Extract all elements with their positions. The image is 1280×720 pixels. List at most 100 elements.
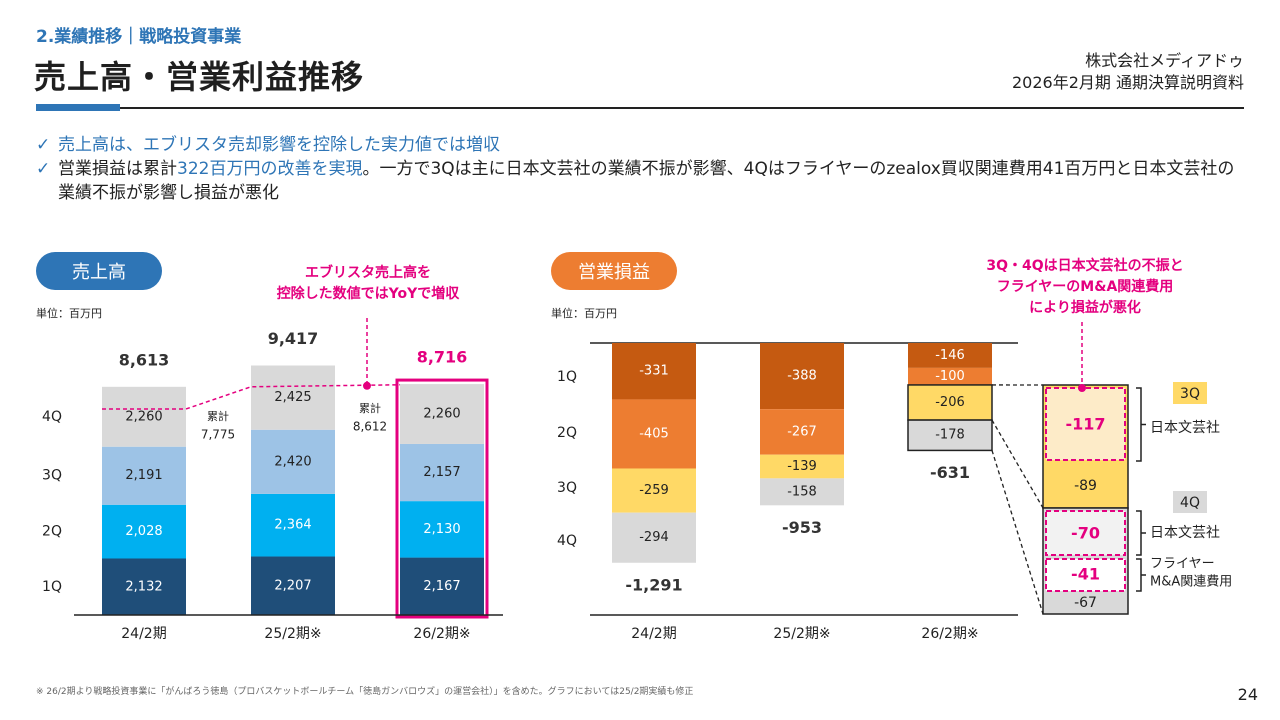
operating-category-label: 26/2期※ — [921, 626, 978, 642]
sales-cumulative-caption: 累計 — [207, 409, 229, 423]
sales-bar-segment — [102, 446, 186, 505]
sales-total-label: 8,613 — [119, 350, 170, 369]
summary-bullets: ✓ 売上高は、エブリスタ売却影響を控除した実力値では増収 ✓ 営業損益は累計32… — [36, 133, 1246, 205]
operating-segment-label: -100 — [935, 369, 965, 384]
operating-bar-segment — [612, 399, 696, 469]
breakdown-brace — [1136, 558, 1146, 592]
operating-bar-segment — [908, 343, 992, 368]
operating-segment-label: -405 — [639, 426, 669, 441]
bullet-text-post: 。一方で3Qは主に日本文芸社の業績不振が影響、4Qはフライヤーのzealox買収… — [58, 159, 1235, 203]
operating-bar-segment — [908, 367, 992, 385]
footnote: ※ 26/2期より戦略投資事業に「がんばろう徳島（プロバスケットボールチーム「徳… — [36, 687, 694, 697]
operating-segment-label: -388 — [787, 369, 817, 384]
company-name: 株式会社メディアドゥ — [1085, 51, 1244, 70]
breakdown-brace — [1136, 510, 1146, 556]
breakdown-3q-tag-bg — [1173, 382, 1207, 404]
page-number: 24 — [1237, 685, 1258, 704]
operating-bar-segment — [760, 478, 844, 506]
sales-total-label: 9,417 — [268, 329, 319, 348]
sales-bar-segment — [251, 493, 335, 557]
sales-bar-segment — [102, 504, 186, 559]
sales-bar-segment — [102, 386, 186, 447]
breakdown-label: 日本文芸社 — [1150, 420, 1220, 436]
sales-segment-label: 2,260 — [125, 409, 162, 424]
sales-category-label: 25/2期※ — [264, 626, 321, 642]
breakdown-4q-tag: 4Q — [1180, 495, 1200, 511]
sales-callout-line: エブリスタ売上高を — [305, 265, 431, 281]
sales-cumulative-value: 8,612 — [353, 420, 387, 434]
sales-cumulative-marker — [363, 381, 371, 390]
operating-bar-segment — [612, 512, 696, 563]
sales-highlight-box — [395, 378, 489, 619]
title-divider-accent — [36, 104, 120, 111]
operating-bar-segment — [612, 343, 696, 400]
sales-bar-segment — [102, 558, 186, 615]
sales-quarter-label: 1Q — [42, 579, 62, 595]
operating-total-label: -1,291 — [625, 575, 682, 594]
sales-segment-label: 2,425 — [274, 390, 311, 405]
sales-bar-segment — [400, 557, 484, 615]
operating-category-label: 25/2期※ — [773, 626, 830, 642]
sales-cumulative-caption: 累計 — [359, 401, 381, 415]
page-title: 売上高・営業利益推移 — [34, 58, 365, 96]
sales-segment-label: 2,207 — [274, 578, 311, 593]
sales-quarter-label: 2Q — [42, 524, 62, 540]
operating-bar-segment — [760, 454, 844, 479]
sales-callout-line: 控除した数値ではYoYで増収 — [276, 286, 460, 302]
check-icon: ✓ — [36, 159, 51, 179]
sales-callout: エブリスタ売上高を 控除した数値ではYoYで増収 — [238, 263, 498, 305]
bullet-text: 営業損益は累計322百万円の改善を実現。一方で3Qは主に日本文芸社の業績不振が影… — [58, 157, 1246, 205]
operating-category-label: 24/2期 — [631, 626, 676, 642]
bullet-highlight: 322百万円の改善を実現 — [177, 159, 363, 179]
sales-cumulative-value: 7,775 — [201, 428, 235, 442]
sales-bar-segment — [400, 384, 484, 444]
breakdown-4q-highlight — [1045, 558, 1126, 592]
document-name: 2026年2月期 通期決算説明資料 — [1012, 73, 1244, 92]
operating-quarter-label: 1Q — [557, 369, 577, 385]
operating-segment-label: -331 — [639, 364, 669, 379]
operating-quarter-label: 4Q — [557, 533, 577, 549]
sales-category-label: 24/2期 — [121, 626, 166, 642]
title-divider — [36, 107, 1244, 109]
operating-unit-label: 単位：百万円 — [551, 307, 617, 320]
breakdown-label: 日本文芸社 — [1150, 525, 1220, 541]
sales-bar-segment — [251, 556, 335, 615]
company-info: 株式会社メディアドゥ 2026年2月期 通期決算説明資料 — [1012, 50, 1244, 94]
breakdown-3q-highlight — [1045, 387, 1126, 461]
check-icon: ✓ — [36, 135, 51, 155]
breakdown-callout-marker — [1078, 384, 1086, 392]
operating-callout-line: により損益が悪化 — [1029, 300, 1141, 316]
sales-segment-label: 2,130 — [423, 522, 460, 537]
operating-segment-label: -267 — [787, 424, 817, 439]
breakdown-4q-tag-bg — [1173, 491, 1207, 513]
operating-bar-segment — [907, 384, 993, 421]
sales-bar-segment — [251, 365, 335, 430]
sales-pill: 売上高 — [36, 252, 162, 290]
operating-callout-line: フライヤーのM&A関連費用 — [996, 279, 1174, 295]
breakdown-label: M&A関連費用 — [1150, 575, 1232, 590]
sales-bar-segment — [400, 443, 484, 502]
sales-segment-label: 2,364 — [274, 518, 311, 533]
operating-total-label: -631 — [930, 463, 970, 482]
sales-segment-label: 2,167 — [423, 579, 460, 594]
breakdown-value: -70 — [1071, 524, 1100, 543]
sales-bar-segment — [400, 501, 484, 558]
breakdown-value: -41 — [1071, 565, 1100, 584]
sales-cumulative-line — [102, 384, 401, 410]
breakdown-4q-highlight — [1045, 510, 1126, 556]
sales-quarter-label: 4Q — [42, 409, 62, 425]
sales-segment-label: 2,157 — [423, 465, 460, 480]
operating-bar-segment — [760, 409, 844, 455]
breakdown-connector — [991, 450, 1044, 615]
operating-segment-label: -146 — [935, 348, 965, 363]
operating-total-label: -953 — [782, 518, 822, 537]
sales-segment-label: 2,191 — [125, 468, 162, 483]
operating-segment-label: -178 — [935, 428, 965, 443]
sales-segment-label: 2,132 — [125, 579, 162, 594]
sales-quarter-label: 3Q — [42, 468, 62, 484]
bullet-text-pre: 営業損益は累計 — [58, 159, 177, 179]
breakdown-brace — [1136, 387, 1146, 462]
operating-pill: 営業損益 — [551, 252, 677, 290]
bullet-text: 売上高は、エブリスタ売却影響を控除した実力値では増収 — [58, 135, 500, 155]
